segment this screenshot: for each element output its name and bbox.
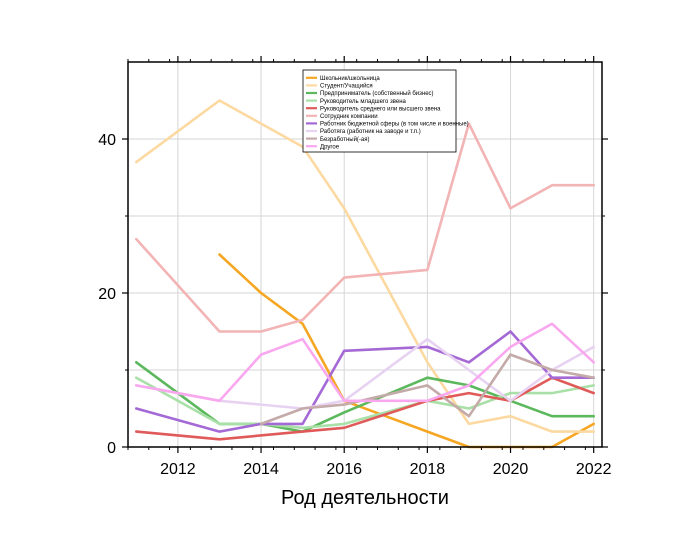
axis-ticks: 2012 2014 2016 2018 2020 2022 0 20 40	[98, 56, 612, 478]
legend-label: Школьник/школьница	[320, 76, 380, 82]
legend: Школьник/школьницаСтудент/УчащийсяПредпр…	[302, 69, 469, 153]
series-line-7	[135, 330, 596, 433]
x-axis-label: Род деятельности	[281, 487, 449, 509]
plot-frame	[127, 61, 603, 448]
x-tick-label: 2012	[160, 461, 196, 478]
y-tick-label: 40	[98, 132, 116, 149]
series-line-9	[259, 353, 596, 426]
legend-label: Студент/Учащийся	[320, 83, 373, 90]
x-tick-label: 2016	[326, 461, 362, 478]
legend-label: Безработный(-ая)	[320, 136, 370, 143]
series-line-4	[135, 376, 596, 430]
legend-label: Сотрудник компании	[320, 114, 378, 120]
series-line-2	[135, 99, 596, 433]
x-tick-label: 2018	[410, 461, 446, 478]
series-line-10	[135, 322, 596, 403]
x-tick-label: 2020	[493, 461, 529, 478]
y-tick-label: 0	[107, 440, 116, 457]
legend-label: Работяга (работник на заводе и т.п.)	[320, 129, 421, 135]
legend-label: Руководитель младшего звена	[320, 99, 407, 105]
legend-label: Предприниматель (собственный бизнес)	[320, 90, 434, 97]
series-line-8	[135, 337, 596, 410]
x-tick-label: 2022	[576, 461, 612, 478]
y-tick-label: 20	[98, 286, 116, 303]
legend-label: Другое	[320, 144, 340, 150]
series-line-6	[135, 122, 596, 333]
legend-label: Работник бюджетной сферы (в том числе и …	[320, 121, 469, 128]
x-tick-label: 2014	[243, 461, 279, 478]
legend-label: Руководитель среднего или высшего звена	[320, 106, 441, 112]
legend-box	[302, 69, 457, 153]
